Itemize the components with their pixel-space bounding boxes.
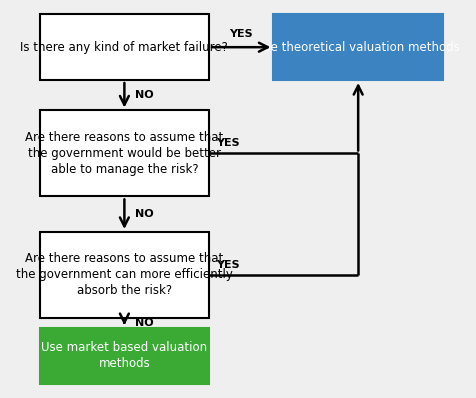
Text: NO: NO (135, 318, 154, 328)
Text: Are there reasons to assume that
the government can more efficiently
absorb the : Are there reasons to assume that the gov… (16, 252, 233, 297)
Text: Use theoretical valuation methods: Use theoretical valuation methods (256, 41, 460, 54)
FancyBboxPatch shape (40, 110, 209, 197)
Text: YES: YES (217, 139, 240, 148)
FancyBboxPatch shape (40, 14, 209, 80)
FancyBboxPatch shape (40, 328, 209, 384)
FancyBboxPatch shape (40, 232, 209, 318)
Text: NO: NO (135, 90, 154, 100)
Text: Is there any kind of market failure?: Is there any kind of market failure? (20, 41, 228, 54)
Text: Are there reasons to assume that
the government would be better
able to manage t: Are there reasons to assume that the gov… (25, 131, 224, 176)
Text: Use market based valuation
methods: Use market based valuation methods (41, 341, 208, 371)
Text: NO: NO (135, 209, 154, 219)
Text: YES: YES (217, 260, 240, 270)
Text: YES: YES (229, 29, 253, 39)
FancyBboxPatch shape (273, 14, 443, 80)
